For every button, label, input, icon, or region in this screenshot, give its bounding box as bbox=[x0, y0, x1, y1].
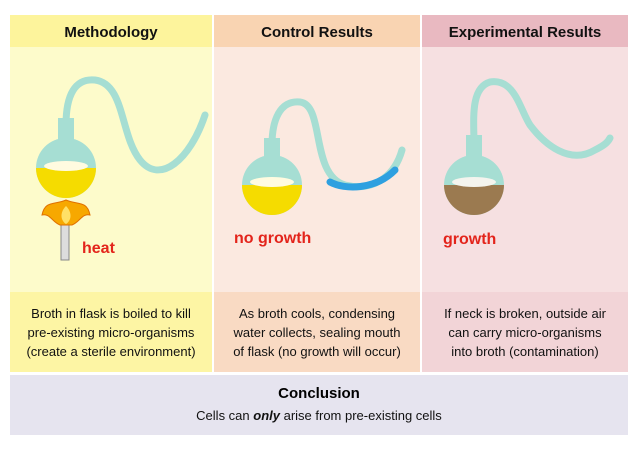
caption-line: into broth (contamination) bbox=[451, 344, 598, 359]
flask-label: no growth bbox=[234, 230, 311, 247]
caption-line: Broth in flask is boiled to kill bbox=[31, 306, 191, 321]
header-bg bbox=[214, 15, 420, 47]
flask-control bbox=[242, 98, 406, 215]
conclusion-text: Cells can only arise from pre-existing c… bbox=[196, 408, 442, 423]
caption-line: If neck is broken, outside air bbox=[444, 306, 607, 321]
caption-bg bbox=[422, 292, 628, 372]
column-header: Methodology bbox=[64, 24, 158, 41]
header-bg bbox=[10, 15, 212, 47]
caption-line: (create a sterile environment) bbox=[26, 344, 195, 359]
conclusion-part: Cells can bbox=[196, 408, 253, 423]
flask-label: heat bbox=[82, 240, 116, 257]
caption-line: of flask (no growth will occur) bbox=[233, 344, 401, 359]
caption-bg bbox=[214, 292, 420, 372]
conclusion-bg bbox=[10, 375, 628, 435]
caption-line: As broth cools, condensing bbox=[239, 306, 395, 321]
caption-line: water collects, sealing mouth bbox=[233, 325, 401, 340]
conclusion-title: Conclusion bbox=[278, 385, 360, 402]
caption-line: pre-existing micro-organisms bbox=[28, 325, 195, 340]
flask-boiling bbox=[36, 76, 209, 261]
flask-broken bbox=[444, 78, 614, 215]
caption-line: can carry micro-organisms bbox=[448, 325, 602, 340]
caption-bg bbox=[10, 292, 212, 372]
flask-label: growth bbox=[443, 231, 496, 248]
header-bg bbox=[422, 15, 628, 47]
column-header: Control Results bbox=[261, 24, 373, 41]
conclusion-part: arise from pre-existing cells bbox=[280, 408, 442, 423]
conclusion-emphasis: only bbox=[253, 408, 280, 423]
column-header: Experimental Results bbox=[449, 24, 602, 41]
